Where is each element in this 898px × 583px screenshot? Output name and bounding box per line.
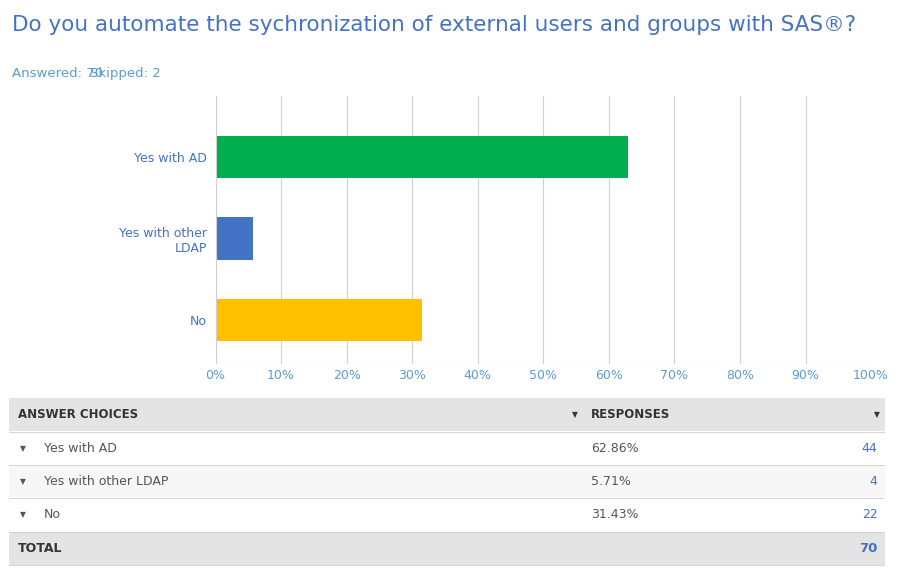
Text: 70: 70	[859, 542, 877, 556]
FancyBboxPatch shape	[9, 465, 885, 497]
Text: ANSWER CHOICES: ANSWER CHOICES	[18, 408, 138, 422]
Bar	[216, 136, 628, 178]
Text: ▼: ▼	[20, 477, 25, 486]
Text: 5.71%: 5.71%	[591, 475, 631, 488]
Text: Do you automate the sychronization of external users and groups with SAS®?: Do you automate the sychronization of ex…	[12, 15, 856, 34]
Text: 62.86%: 62.86%	[591, 442, 638, 455]
Text: Answered: 70: Answered: 70	[12, 67, 102, 80]
Text: ▼: ▼	[875, 410, 880, 419]
Text: 4: 4	[869, 475, 877, 488]
Text: Yes with other LDAP: Yes with other LDAP	[44, 475, 169, 488]
FancyBboxPatch shape	[9, 432, 885, 465]
FancyBboxPatch shape	[9, 398, 885, 431]
Text: 44: 44	[862, 442, 877, 455]
FancyBboxPatch shape	[9, 532, 885, 566]
Text: ▼: ▼	[572, 410, 578, 419]
Bar	[216, 217, 253, 259]
Text: Yes with AD: Yes with AD	[44, 442, 117, 455]
Text: No: No	[44, 508, 61, 521]
Text: 22: 22	[862, 508, 877, 521]
Text: ▼: ▼	[20, 510, 25, 519]
Text: Skipped: 2: Skipped: 2	[90, 67, 161, 80]
Bar	[216, 298, 421, 341]
FancyBboxPatch shape	[9, 498, 885, 531]
Text: 31.43%: 31.43%	[591, 508, 638, 521]
Text: ▼: ▼	[20, 444, 25, 453]
Text: RESPONSES: RESPONSES	[591, 408, 671, 422]
Text: TOTAL: TOTAL	[18, 542, 62, 556]
